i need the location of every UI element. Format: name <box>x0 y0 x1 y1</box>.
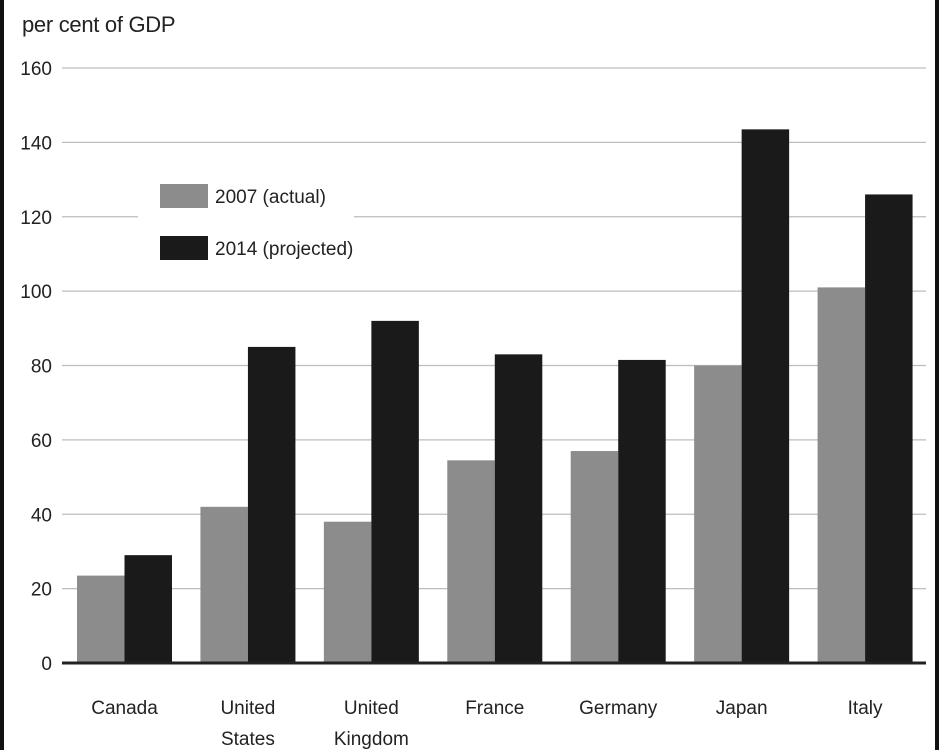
category-label: States <box>221 729 275 750</box>
y-tick-label: 100 <box>20 282 52 303</box>
bar <box>865 194 913 663</box>
bar <box>247 346 296 663</box>
y-tick-label: 40 <box>31 505 52 526</box>
bar <box>618 359 666 663</box>
bar <box>741 129 790 663</box>
bar <box>371 320 419 663</box>
y-tick-label: 120 <box>20 208 52 229</box>
bar <box>323 521 372 663</box>
category-labels: Canada United States United Kingdom France Ger… <box>91 698 883 750</box>
bar <box>694 365 742 663</box>
y-tick-label: 160 <box>20 59 52 80</box>
y-tick-label: 140 <box>20 133 52 154</box>
y-tick-label: 80 <box>31 357 52 378</box>
legend-label: 2014 (projected) <box>215 239 353 260</box>
category-label: France <box>465 698 524 719</box>
category-label: Germany <box>579 698 658 719</box>
y-tick-label: 0 <box>41 654 52 675</box>
category-label: United <box>344 698 399 719</box>
bar <box>77 575 125 663</box>
bar-chart: 0 20 40 60 80 100 120 140 160 2007 (actual) 2014 … <box>20 59 926 750</box>
category-label: Japan <box>716 698 768 719</box>
legend-label: 2007 (actual) <box>215 187 326 208</box>
bar <box>124 555 172 663</box>
legend-swatch <box>160 236 208 260</box>
category-label: Kingdom <box>334 729 409 750</box>
legend: 2007 (actual) 2014 (projected) <box>138 176 354 262</box>
bar <box>817 287 866 663</box>
bar <box>494 354 543 663</box>
category-label: Italy <box>848 698 883 719</box>
bar <box>200 506 248 663</box>
y-axis-label: per cent of GDP <box>22 12 176 37</box>
category-label: Canada <box>91 698 158 719</box>
legend-swatch <box>160 184 208 208</box>
bars <box>77 129 913 663</box>
y-tick-label: 20 <box>31 580 52 601</box>
bar <box>447 460 495 663</box>
y-tick-label: 60 <box>31 431 52 452</box>
bar <box>570 451 619 663</box>
category-label: United <box>220 698 275 719</box>
